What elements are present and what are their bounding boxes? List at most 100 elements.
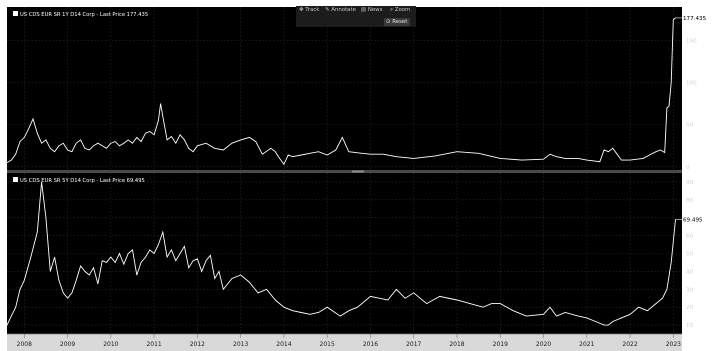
data-point: [132, 249, 133, 251]
data-point: [218, 271, 220, 272]
data-point: [119, 253, 120, 254]
data-point: [110, 256, 112, 258]
data-point: [188, 147, 190, 149]
data-point: [413, 158, 415, 159]
data-point: [666, 288, 668, 290]
data-point: [62, 292, 64, 294]
data-point: [179, 134, 181, 136]
data-point: [339, 315, 341, 317]
zoom-icon: ⌕: [390, 7, 394, 13]
reset-label: Reset: [392, 19, 408, 25]
data-point: [19, 141, 21, 142]
data-point: [6, 162, 8, 163]
data-point: [93, 267, 94, 269]
data-point: [274, 299, 276, 301]
data-point: [348, 151, 350, 152]
data-point: [153, 253, 155, 254]
data-point: [19, 288, 21, 290]
data-point: [348, 310, 350, 312]
data-point: [404, 297, 406, 299]
data-point: [106, 262, 107, 263]
y-tick-label: 10: [686, 323, 694, 329]
data-point: [621, 159, 622, 161]
data-point: [75, 142, 77, 144]
y-tick-label: 150: [686, 39, 697, 45]
data-point: [660, 149, 661, 151]
data-point: [629, 159, 631, 161]
data-point: [184, 246, 185, 247]
plot-background: [7, 7, 682, 171]
data-point: [670, 82, 672, 83]
x-tick-label: 2008: [17, 341, 32, 348]
news-icon: ▤: [361, 7, 367, 13]
data-point: [67, 297, 68, 299]
data-point: [97, 142, 99, 144]
data-point: [179, 253, 181, 254]
data-point: [603, 149, 605, 151]
data-point: [132, 142, 133, 144]
data-point: [75, 280, 77, 281]
toolbar-annotate-label: Annotate: [331, 7, 356, 13]
data-point: [145, 132, 146, 134]
data-point: [231, 142, 233, 144]
data-point: [166, 139, 168, 141]
legend-text: US CDS EUR SR 5Y D14 Corp - Last Price 6…: [20, 178, 145, 184]
data-point: [603, 324, 605, 326]
data-point: [188, 267, 190, 269]
data-point: [192, 260, 194, 261]
data-point: [564, 312, 566, 313]
data-point: [240, 274, 241, 276]
reset-button[interactable]: ⊙ Reset: [384, 18, 411, 26]
data-point: [283, 163, 285, 165]
data-point: [642, 158, 644, 159]
data-point: [521, 159, 523, 161]
toolbar-annotate[interactable]: ✎ Annotate: [325, 7, 356, 13]
y-tick-label: 50: [686, 123, 694, 129]
data-point: [668, 105, 670, 107]
toolbar-zoom[interactable]: ⌕ Zoom: [390, 7, 410, 14]
data-point: [201, 271, 203, 272]
panel-divider: [7, 170, 682, 173]
data-point: [149, 131, 151, 132]
data-point: [525, 315, 527, 317]
reset-icon: ⊙: [386, 19, 391, 25]
data-point: [158, 120, 159, 121]
last-value-label: 177.435: [683, 16, 707, 22]
data-point: [54, 256, 55, 258]
data-point: [49, 147, 51, 149]
toolbar-news[interactable]: ▤ News: [361, 7, 382, 13]
data-point: [318, 151, 319, 152]
x-tick-label: 2011: [146, 341, 161, 348]
panel-resize-handle: [352, 170, 364, 173]
data-point: [378, 297, 380, 299]
data-point: [136, 137, 138, 138]
data-point: [326, 306, 328, 308]
data-point: [556, 315, 557, 317]
data-point: [88, 149, 90, 151]
data-point: [491, 303, 492, 304]
data-point: [240, 139, 241, 141]
data-point: [469, 303, 471, 304]
data-point: [608, 324, 609, 326]
data-point: [58, 280, 60, 281]
toolbar-zoom-label: Zoom: [394, 7, 411, 13]
data-point: [512, 310, 514, 312]
data-point: [595, 321, 596, 322]
toolbar-track[interactable]: ✥ Track: [299, 7, 319, 13]
data-point: [80, 139, 81, 141]
data-point: [145, 256, 146, 258]
x-axis-band: [7, 334, 682, 351]
data-point: [499, 303, 501, 304]
data-point: [24, 280, 25, 281]
chart-toolbar: ✥ Track ✎ Annotate ▤ News ⌕ Zoom ⊙ Reset: [296, 6, 416, 27]
data-point: [175, 260, 177, 261]
x-tick-label: 2017: [406, 341, 421, 348]
y-tick-label: 60: [686, 234, 694, 240]
data-point: [387, 299, 389, 301]
data-point: [32, 118, 34, 120]
data-point: [586, 317, 588, 319]
data-point: [171, 136, 172, 137]
y-tick-label: 50: [686, 252, 694, 258]
